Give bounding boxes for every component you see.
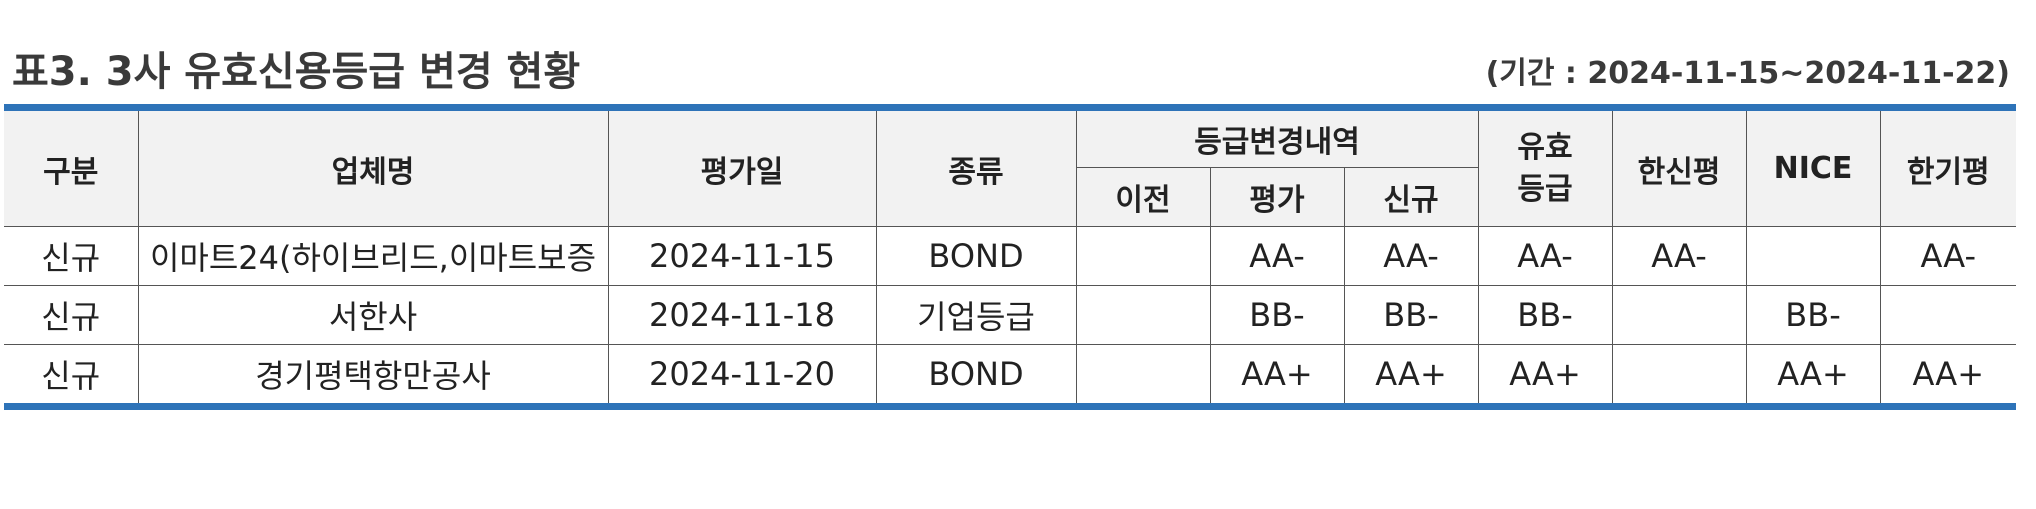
header-eval-date: 평가일 [607,111,877,227]
cell-type: BOND [875,344,1077,403]
rating-change-table-wrapper: 구분 업체명 평가일 종류 등급변경내역 유효 등급 한신평 NICE 한기평 … [4,104,2017,410]
header-eval: 평가 [1209,167,1345,227]
cell-hangi: AA- [1879,226,2017,286]
cell-eval-date: 2024-11-18 [607,285,877,345]
cell-eval-date: 2024-11-15 [607,226,877,286]
cell-new: AA- [1343,226,1479,286]
cell-eval: BB- [1209,285,1345,345]
cell-hanshin [1611,285,1747,345]
cell-nice: AA+ [1745,344,1881,403]
table-header: 구분 업체명 평가일 종류 등급변경내역 유효 등급 한신평 NICE 한기평 … [4,111,2017,227]
cell-valid: AA+ [1477,344,1613,403]
cell-prev [1075,285,1211,345]
header-company: 업체명 [137,111,609,227]
header-hangi: 한기평 [1879,111,2017,227]
cell-hanshin: AA- [1611,226,1747,286]
header-new: 신규 [1343,167,1479,227]
cell-category: 신규 [4,344,139,403]
cell-type: 기업등급 [875,285,1077,345]
table-row: 신규 경기평택항만공사 2024-11-20 BOND AA+ AA+ AA+ … [4,344,2017,403]
rating-change-table: 구분 업체명 평가일 종류 등급변경내역 유효 등급 한신평 NICE 한기평 … [4,111,2017,403]
cell-prev [1075,226,1211,286]
cell-nice [1745,226,1881,286]
cell-valid: BB- [1477,285,1613,345]
header-row-1: 구분 업체명 평가일 종류 등급변경내역 유효 등급 한신평 NICE 한기평 [4,111,2017,227]
table-row: 신규 서한사 2024-11-18 기업등급 BB- BB- BB- BB- [4,285,2017,345]
period-label: (기간 : 2024-11-15~2024-11-22) [1485,56,2010,91]
cell-category: 신규 [4,226,139,286]
cell-nice: BB- [1745,285,1881,345]
cell-eval-date: 2024-11-20 [607,344,877,403]
cell-company: 이마트24(하이브리드,이마트보증 [137,226,609,286]
header-category: 구분 [4,111,139,227]
header-nice: NICE [1745,111,1881,227]
cell-eval: AA+ [1209,344,1345,403]
header-change-history: 등급변경내역 [1075,111,1479,168]
header-prev: 이전 [1076,167,1211,227]
cell-new: AA+ [1343,344,1479,403]
header-hanshin: 한신평 [1611,111,1747,227]
cell-eval: AA- [1209,226,1345,286]
table-body: 신규 이마트24(하이브리드,이마트보증 2024-11-15 BOND AA-… [4,226,2017,403]
page-title: 표3. 3사 유효신용등급 변경 현황 [12,49,581,95]
header-row-2: 이전 평가 신규 [4,167,2016,227]
cell-hangi: AA+ [1879,344,2017,403]
header-valid-grade: 유효 등급 [1477,111,1613,227]
cell-company: 서한사 [137,285,609,345]
cell-hangi [1879,285,2017,345]
cell-category: 신규 [4,285,139,345]
cell-prev [1075,344,1211,403]
header-type: 종류 [875,111,1077,227]
cell-type: BOND [875,226,1077,286]
cell-new: BB- [1343,285,1479,345]
cell-hanshin [1611,344,1747,403]
cell-valid: AA- [1477,226,1613,286]
table-row: 신규 이마트24(하이브리드,이마트보증 2024-11-15 BOND AA-… [4,226,2017,286]
cell-company: 경기평택항만공사 [137,344,609,403]
